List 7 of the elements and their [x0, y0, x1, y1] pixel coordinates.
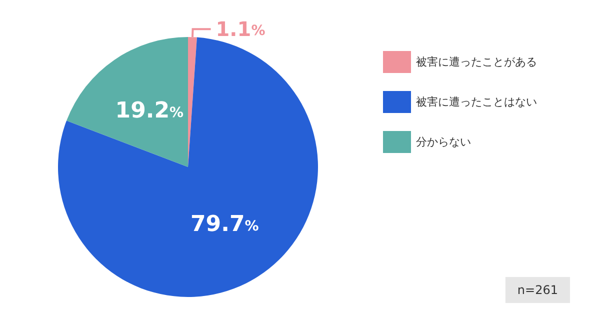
data-label: 1.1% [216, 17, 266, 42]
data-label: 19.2% [115, 98, 184, 124]
data-label: 79.7% [190, 212, 259, 237]
legend-label: 被害に遭ったことがある [416, 56, 537, 68]
text: n=261 [517, 283, 558, 297]
legend-label: 被害に遭ったことはない [416, 96, 537, 108]
legend-label: 分からない [416, 136, 471, 148]
